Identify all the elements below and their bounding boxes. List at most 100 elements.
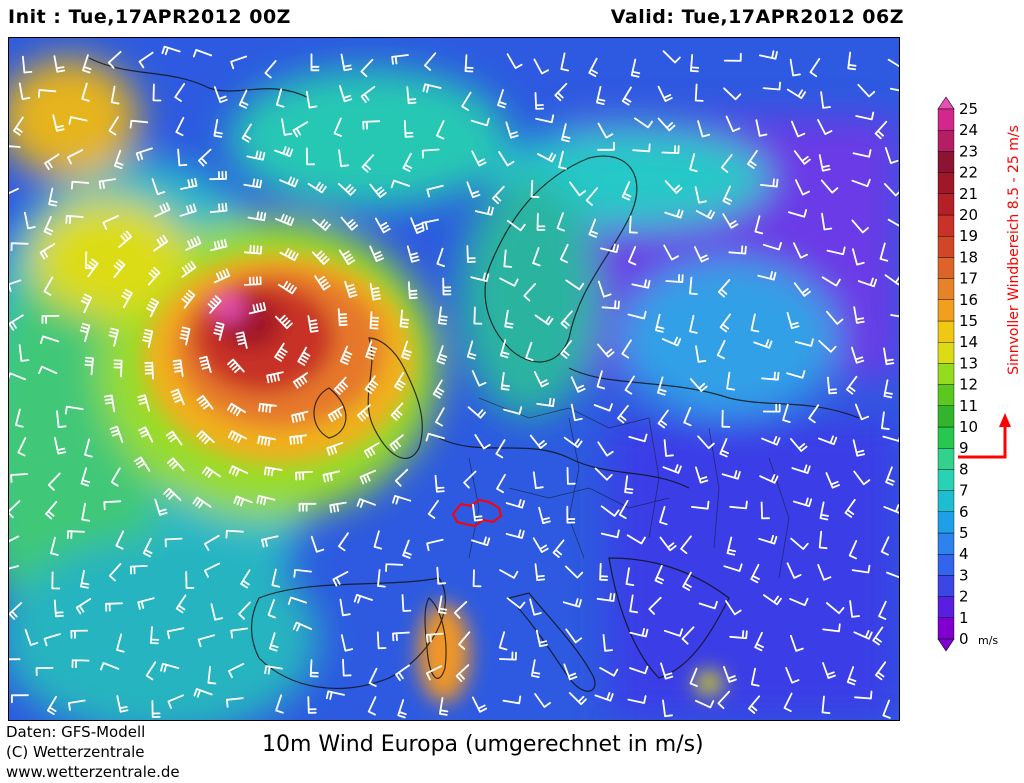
wind-barb (152, 83, 162, 102)
wind-barb (9, 145, 21, 148)
wind-barb (115, 530, 125, 550)
wind-barb (505, 121, 519, 139)
wind-barb (153, 234, 169, 252)
wind-barb (129, 119, 149, 129)
wind-barb (885, 466, 895, 486)
wind-barb (890, 87, 899, 92)
wind-barb (682, 571, 692, 591)
wind-barb (436, 345, 448, 365)
wind-barb (151, 700, 161, 718)
legend-band-10 (937, 405, 955, 428)
wind-barb (243, 178, 263, 189)
legend-label-7: 7 (959, 482, 969, 500)
wind-barb (11, 694, 29, 704)
wind-barb (279, 176, 299, 188)
wind-barb (464, 54, 474, 73)
wind-barb (471, 536, 491, 546)
wind-barb (565, 565, 584, 579)
wind-barb (648, 596, 662, 615)
wind-barb (327, 406, 344, 423)
wind-barb (292, 621, 313, 632)
wind-barb (790, 438, 808, 452)
wind-barb (177, 148, 188, 167)
wind-barb (851, 219, 869, 234)
wind-barb (755, 119, 768, 137)
wind-barb (689, 153, 698, 173)
wind-barb (470, 117, 490, 127)
wind-barb (716, 339, 726, 360)
wind-barb (588, 218, 599, 238)
wind-barb (56, 410, 67, 428)
wind-barb (599, 562, 609, 581)
wind-barb (421, 218, 439, 231)
wind-barb (9, 187, 19, 195)
legend-band-2 (937, 575, 955, 597)
wind-barb (529, 598, 542, 616)
wind-barb (498, 631, 508, 651)
wind-barb (884, 274, 899, 286)
wind-barb (663, 244, 679, 261)
wind-barb (360, 85, 376, 103)
wind-barb (467, 406, 486, 419)
legend-label-14: 14 (959, 333, 978, 351)
wind-barb (438, 306, 448, 325)
wind-barb (533, 371, 549, 388)
wind-barb (403, 120, 414, 138)
wind-barb (137, 597, 155, 610)
wind-barb (150, 626, 160, 645)
wind-barb (662, 699, 673, 718)
wind-barb (683, 406, 692, 427)
wind-barb (425, 632, 444, 643)
wind-barb (292, 372, 308, 389)
wind-barb (534, 563, 546, 581)
wind-barb (754, 215, 764, 235)
wind-barb (825, 472, 840, 489)
wind-barb (181, 289, 196, 309)
wind-barb (719, 313, 731, 333)
wind-barb (9, 500, 21, 519)
wind-barb (723, 563, 743, 572)
wind-barb (267, 599, 276, 619)
wind-barb (394, 468, 409, 487)
wind-barb (534, 693, 551, 708)
wind-barb (762, 241, 782, 251)
wind-barb (307, 315, 319, 333)
legend-label-4: 4 (959, 545, 969, 563)
wind-barb (505, 499, 525, 509)
wind-barb (793, 282, 811, 297)
wind-barb (338, 532, 349, 552)
wind-barb (135, 147, 153, 161)
wind-barb (192, 49, 213, 58)
wind-barb (729, 630, 748, 640)
wind-barb (144, 361, 154, 380)
wind-barb (392, 495, 412, 505)
wind-barb (883, 183, 899, 197)
wind-barb (822, 623, 841, 633)
wind-barb (84, 356, 94, 376)
legend-label-18: 18 (959, 248, 978, 266)
legend-color-bands (937, 96, 955, 652)
wind-barb (594, 692, 614, 702)
wind-barb (629, 215, 638, 234)
wind-barb (357, 404, 371, 422)
legend-top-arrow (937, 96, 955, 110)
range-marker-arrowhead (999, 413, 1011, 427)
wind-barb (882, 435, 899, 442)
wind-barb (719, 438, 729, 458)
wind-barb (374, 217, 391, 234)
wind-barb (689, 276, 698, 295)
wind-barb (630, 58, 641, 78)
wind-barb (819, 501, 829, 521)
wind-barb (617, 404, 629, 424)
wind-barb (442, 277, 452, 296)
legend-unit: m/s (978, 634, 998, 647)
wind-barb (276, 88, 285, 108)
wind-barb (853, 470, 871, 486)
wind-barb (369, 311, 380, 330)
wind-barb (848, 540, 858, 560)
wind-barb (720, 154, 733, 173)
wind-barb (185, 571, 195, 589)
legend-band-4 (937, 532, 955, 555)
wind-barb (35, 667, 54, 676)
legend-band-23 (937, 130, 955, 152)
